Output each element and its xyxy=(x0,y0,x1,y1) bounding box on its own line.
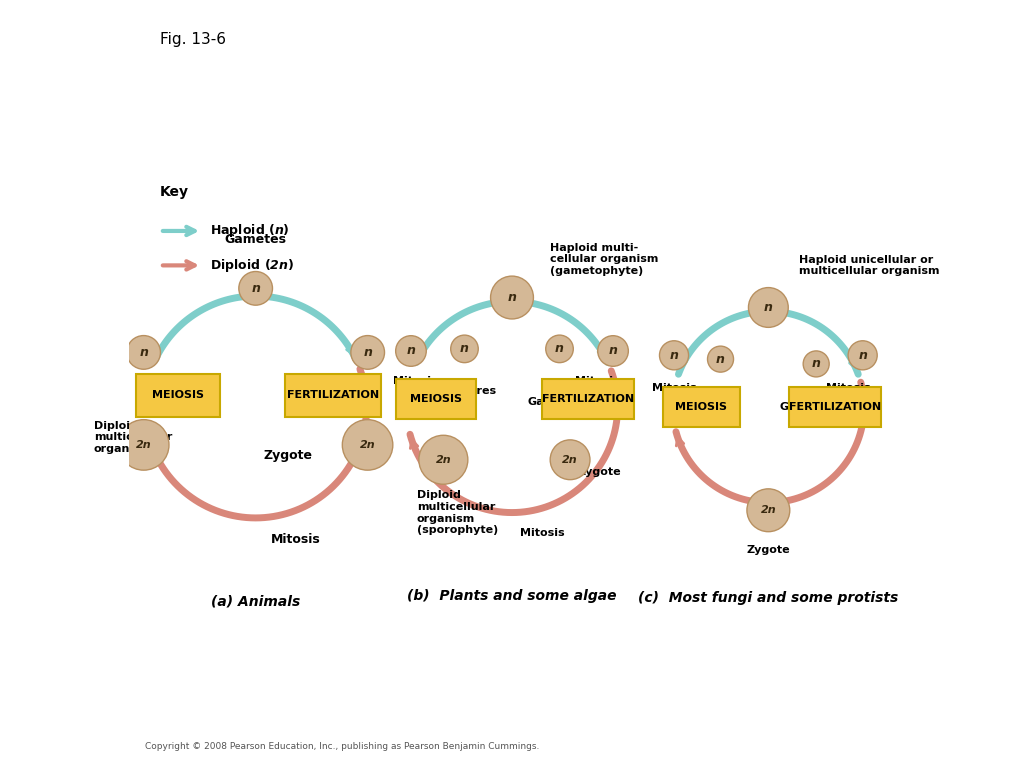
Circle shape xyxy=(848,341,878,370)
Text: Mitosis: Mitosis xyxy=(825,382,870,392)
Text: Zygote: Zygote xyxy=(263,449,312,462)
FancyBboxPatch shape xyxy=(790,387,882,427)
Text: (b)  Plants and some algae: (b) Plants and some algae xyxy=(408,589,616,603)
Text: n: n xyxy=(812,357,820,370)
Text: Diploid
multicellular
organism: Diploid multicellular organism xyxy=(94,421,172,454)
Text: Mitosis: Mitosis xyxy=(519,528,564,538)
Circle shape xyxy=(239,272,272,305)
Text: n: n xyxy=(364,346,372,359)
Text: Mitosis: Mitosis xyxy=(393,376,438,386)
Text: FERTILIZATION: FERTILIZATION xyxy=(790,402,882,412)
FancyBboxPatch shape xyxy=(542,379,634,419)
Text: n: n xyxy=(670,349,679,362)
Circle shape xyxy=(127,336,161,369)
Text: 2n: 2n xyxy=(761,505,776,515)
Circle shape xyxy=(749,287,788,327)
Text: Diploid ($\bfit{2n}$): Diploid ($\bfit{2n}$) xyxy=(210,257,294,274)
FancyBboxPatch shape xyxy=(396,379,476,419)
Circle shape xyxy=(419,435,468,485)
Text: MEIOSIS: MEIOSIS xyxy=(410,394,462,404)
Text: Zygote: Zygote xyxy=(578,468,622,478)
Text: Haploid unicellular or
multicellular organism: Haploid unicellular or multicellular org… xyxy=(799,254,939,276)
Text: Mitosis: Mitosis xyxy=(575,376,620,386)
Text: n: n xyxy=(407,345,416,357)
Text: MEIOSIS: MEIOSIS xyxy=(152,390,204,400)
Text: Key: Key xyxy=(160,185,189,199)
Text: Gametes: Gametes xyxy=(780,402,835,412)
Text: (c)  Most fungi and some protists: (c) Most fungi and some protists xyxy=(638,591,898,604)
Circle shape xyxy=(803,351,829,377)
Circle shape xyxy=(659,341,688,370)
FancyBboxPatch shape xyxy=(136,375,220,416)
Text: n: n xyxy=(555,343,564,356)
Circle shape xyxy=(119,419,169,470)
Text: n: n xyxy=(858,349,867,362)
Text: n: n xyxy=(508,291,516,304)
Text: Zygote: Zygote xyxy=(746,545,791,554)
Circle shape xyxy=(746,489,790,531)
Text: 2n: 2n xyxy=(359,440,376,450)
FancyBboxPatch shape xyxy=(286,375,381,416)
Text: n: n xyxy=(608,345,617,357)
Text: n: n xyxy=(764,301,773,314)
Text: Mitosis: Mitosis xyxy=(271,533,321,546)
Text: n: n xyxy=(460,343,469,356)
Text: Haploid ($\bfit{n}$): Haploid ($\bfit{n}$) xyxy=(210,223,290,240)
Text: Spores: Spores xyxy=(454,386,497,396)
Text: Copyright © 2008 Pearson Education, Inc., publishing as Pearson Benjamin Cumming: Copyright © 2008 Pearson Education, Inc.… xyxy=(144,743,539,751)
Circle shape xyxy=(546,335,573,362)
Circle shape xyxy=(490,276,534,319)
Circle shape xyxy=(598,336,629,366)
Circle shape xyxy=(451,335,478,362)
Text: Gametes: Gametes xyxy=(527,397,583,407)
Circle shape xyxy=(708,346,733,372)
Text: FERTILIZATION: FERTILIZATION xyxy=(288,390,379,400)
Text: 2n: 2n xyxy=(136,440,152,450)
Text: Haploid multi-
cellular organism
(gametophyte): Haploid multi- cellular organism (gameto… xyxy=(550,243,658,276)
Text: FERTILIZATION: FERTILIZATION xyxy=(542,394,634,404)
FancyBboxPatch shape xyxy=(664,387,739,427)
Text: (a) Animals: (a) Animals xyxy=(211,594,300,608)
Text: n: n xyxy=(716,353,725,366)
Circle shape xyxy=(395,336,426,366)
Circle shape xyxy=(550,440,590,480)
Text: n: n xyxy=(251,282,260,295)
Text: MEIOSIS: MEIOSIS xyxy=(676,402,727,412)
Text: Mitosis: Mitosis xyxy=(652,382,696,392)
Text: 2n: 2n xyxy=(435,455,452,465)
Text: n: n xyxy=(139,346,148,359)
Text: Fig. 13-6: Fig. 13-6 xyxy=(160,32,226,47)
Text: Diploid
multicellular
organism
(sporophyte): Diploid multicellular organism (sporophy… xyxy=(417,490,499,535)
Text: 2n: 2n xyxy=(562,455,578,465)
Circle shape xyxy=(342,419,393,470)
Circle shape xyxy=(351,336,385,369)
Text: Gametes: Gametes xyxy=(224,233,287,247)
